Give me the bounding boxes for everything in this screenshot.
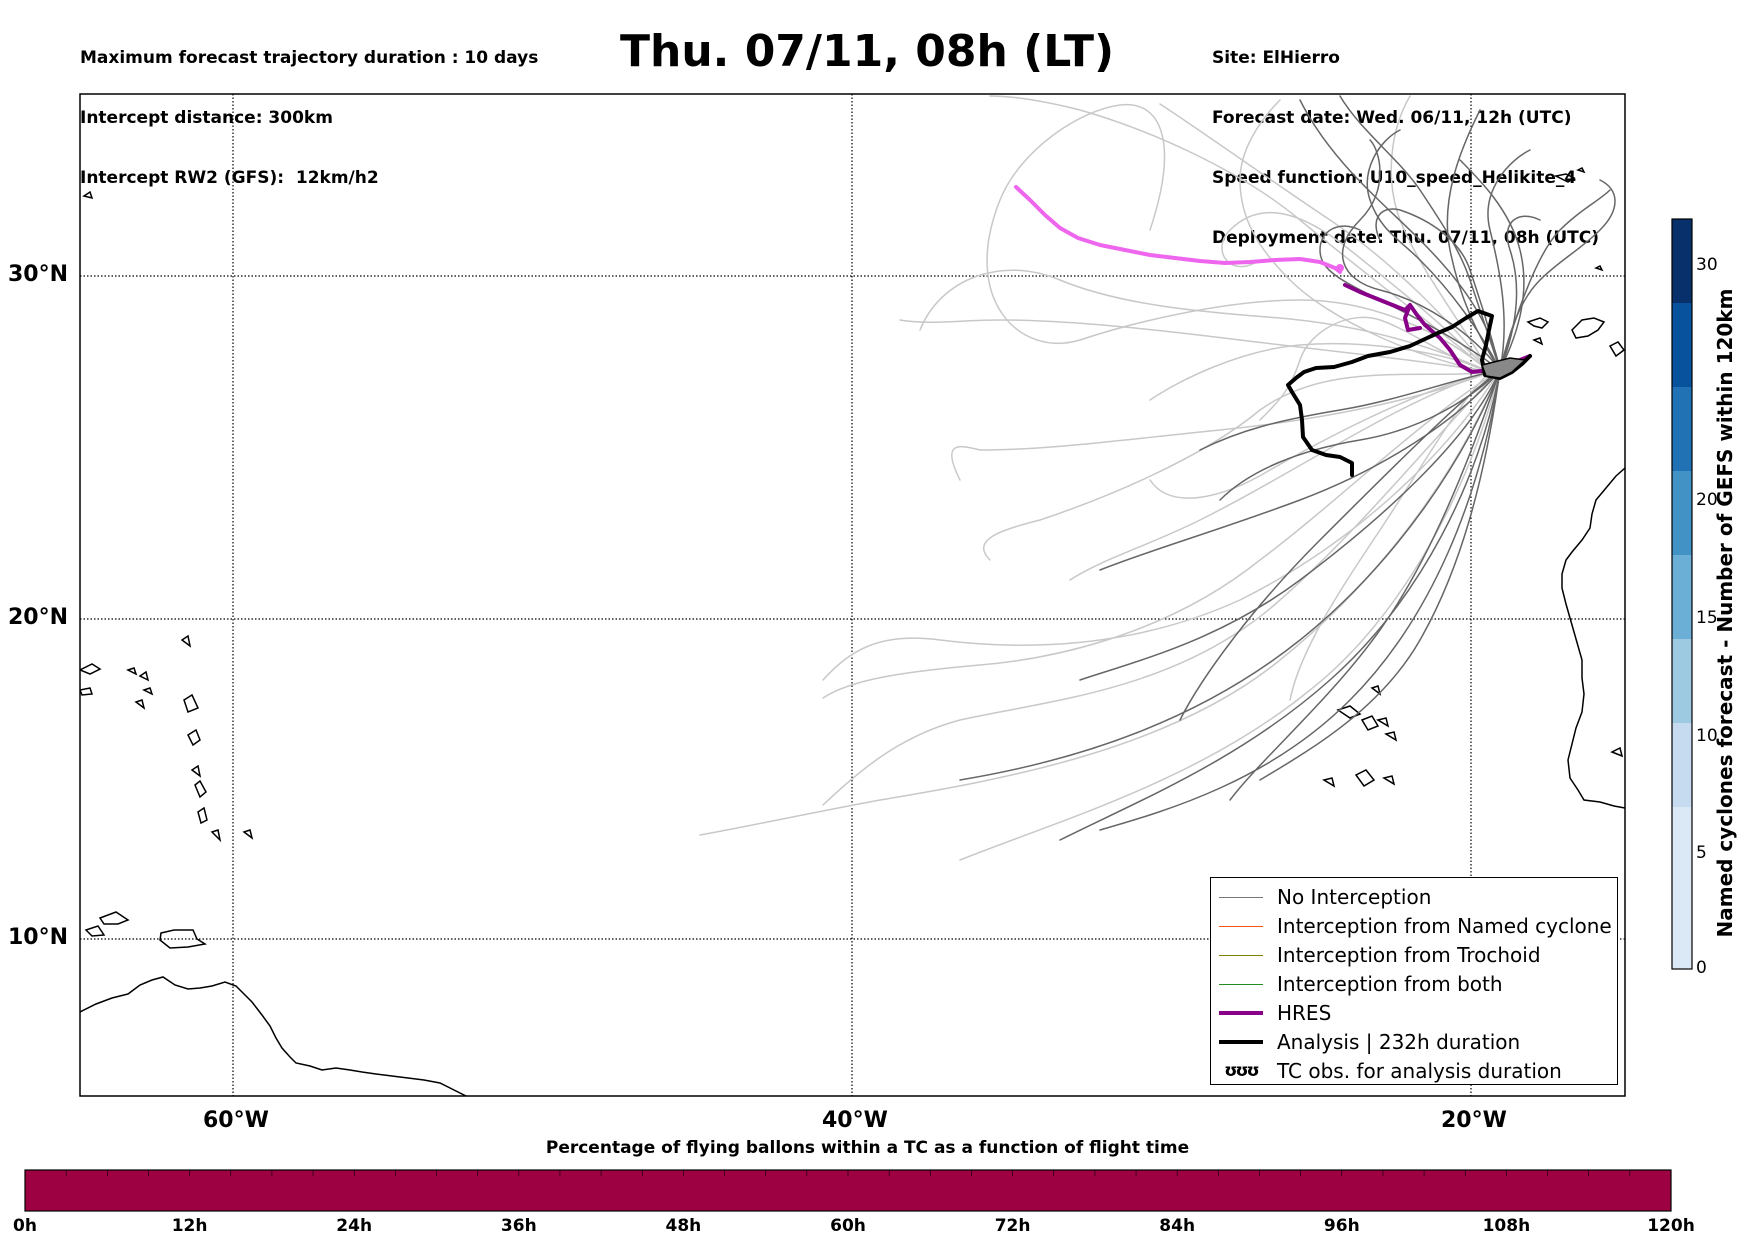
time-bar-label: 60h	[830, 1216, 866, 1236]
time-bar-label: 120h	[1647, 1216, 1695, 1236]
colorbar-segment-3	[1672, 639, 1692, 723]
colorbar-segment-6	[1672, 387, 1692, 471]
legend-swatch-both	[1219, 983, 1263, 985]
colorbar-tick-5: 5	[1696, 843, 1707, 863]
time-bar-label: 0h	[13, 1216, 37, 1236]
lat-label-20n: 20°N	[8, 605, 69, 630]
legend-label: TC obs. for analysis duration	[1277, 1059, 1562, 1083]
ensemble-trajectories	[699, 95, 1616, 861]
lon-label-40w: 40°W	[822, 1108, 888, 1133]
colorbar-frame	[1671, 218, 1693, 970]
legend-swatch-analysis	[1219, 1040, 1263, 1044]
map-frame	[79, 93, 1626, 1097]
lesser-antilles	[134, 634, 254, 843]
legend-label: Interception from Named cyclone	[1277, 914, 1612, 938]
legend-item-hres: HRES	[1219, 1000, 1331, 1026]
analysis-end-area	[1481, 357, 1527, 379]
site-text: Site: ElHierro	[1212, 48, 1340, 68]
colorbar-segment-1	[1672, 807, 1692, 969]
colorbar-segment-4	[1672, 555, 1692, 639]
cape-verde-islands	[1322, 685, 1398, 788]
legend-label: HRES	[1277, 1001, 1332, 1025]
analysis-track	[1286, 309, 1532, 477]
north-coast-islands	[84, 911, 130, 937]
time-bar-label: 84h	[1159, 1216, 1196, 1236]
page-title: Thu. 07/11, 08h (LT)	[620, 26, 1115, 77]
colorbar-tick-30: 30	[1696, 255, 1718, 275]
colorbar-segment-8	[1672, 219, 1692, 303]
lat-label-10n: 10°N	[8, 925, 69, 950]
colorbar-segment-7	[1672, 303, 1692, 387]
max-duration-text: Maximum forecast trajectory duration : 1…	[80, 48, 539, 68]
lon-label-60w: 60°W	[203, 1108, 269, 1133]
legend-item-named-cyclone: Interception from Named cyclone	[1219, 913, 1612, 939]
colorbar-title: Named cyclones forecast - Number of GEFS…	[1713, 288, 1737, 938]
time-bar-label: 48h	[665, 1216, 702, 1236]
map-legend: No Interception Interception from Named …	[1210, 877, 1618, 1085]
tc-symbol-icon: ʊʊʊ	[1224, 1061, 1259, 1081]
intercept-distance-text: Intercept distance: 300km	[80, 108, 333, 128]
flight-time-bar-ticks	[65, 1170, 1631, 1176]
time-bar-label: 108h	[1482, 1216, 1531, 1236]
north-antilles-fragments	[82, 190, 94, 200]
legend-swatch-no-interception	[1219, 896, 1263, 898]
africa-coast	[1561, 467, 1625, 809]
flight-time-bar-fill	[25, 1170, 1671, 1211]
hres-light-marker	[1336, 264, 1344, 272]
legend-item-tc-obs: ʊʊʊ TC obs. for analysis duration	[1219, 1058, 1562, 1084]
legend-item-both: Interception from both	[1219, 971, 1503, 997]
time-bar-label: 12h	[171, 1216, 208, 1236]
speed-function-text: Speed function: U10_speed_Helikite_4	[1212, 168, 1577, 188]
dark-member-tracks	[959, 95, 1616, 841]
coastlines	[80, 166, 1625, 1096]
trinidad	[159, 929, 208, 949]
legend-item-trochoid: Interception from Trochoid	[1219, 942, 1541, 968]
cyclone-colorbar	[1671, 218, 1693, 970]
forecast-date-text: Forecast date: Wed. 06/11, 12h (UTC)	[1212, 108, 1572, 128]
colorbar-tick-15: 15	[1696, 608, 1718, 628]
south-america-coast	[80, 976, 467, 1096]
madeira	[1553, 166, 1586, 183]
hres-light-track	[1014, 185, 1342, 274]
legend-item-no-interception: No Interception	[1219, 884, 1431, 910]
time-bar-label: 96h	[1323, 1216, 1360, 1236]
legend-label: Interception from Trochoid	[1277, 943, 1541, 967]
puerto-rico-islands	[80, 663, 154, 696]
legend-label: Interception from both	[1277, 972, 1503, 996]
colorbar-tick-10: 10	[1696, 726, 1718, 746]
time-bar-label: 72h	[994, 1216, 1031, 1236]
legend-swatch-trochoid	[1219, 954, 1263, 956]
time-bar-caption: Percentage of flying ballons within a TC…	[545, 1138, 1190, 1158]
forecast-parameters: Maximum forecast trajectory duration : 1…	[80, 8, 538, 208]
legend-label: No Interception	[1277, 885, 1432, 909]
canary-islands	[1526, 317, 1625, 358]
colorbar-segment-5	[1672, 471, 1692, 555]
flight-time-bar	[24, 1169, 1672, 1212]
time-bar-label: 36h	[500, 1216, 537, 1236]
lon-label-20w: 20°W	[1441, 1108, 1507, 1133]
graticule	[80, 94, 1625, 1096]
legend-swatch-named-cyclone	[1219, 925, 1263, 927]
colorbar-segment-2	[1672, 723, 1692, 807]
time-bar-label: 24h	[336, 1216, 373, 1236]
legend-swatch-hres	[1219, 1011, 1263, 1015]
colorbar-tick-0: 0	[1696, 958, 1707, 978]
legend-label: Analysis | 232h duration	[1277, 1030, 1521, 1054]
site-info: Site: ElHierro Forecast date: Wed. 06/11…	[1212, 8, 1599, 268]
legend-item-analysis: Analysis | 232h duration	[1219, 1029, 1520, 1055]
colorbar-tick-20: 20	[1696, 490, 1718, 510]
light-member-tracks	[699, 95, 1501, 861]
intercept-rw2-text: Intercept RW2 (GFS): 12km/h2	[80, 168, 379, 188]
lat-label-30n: 30°N	[8, 262, 69, 287]
western-sahara-islets	[1594, 264, 1624, 758]
